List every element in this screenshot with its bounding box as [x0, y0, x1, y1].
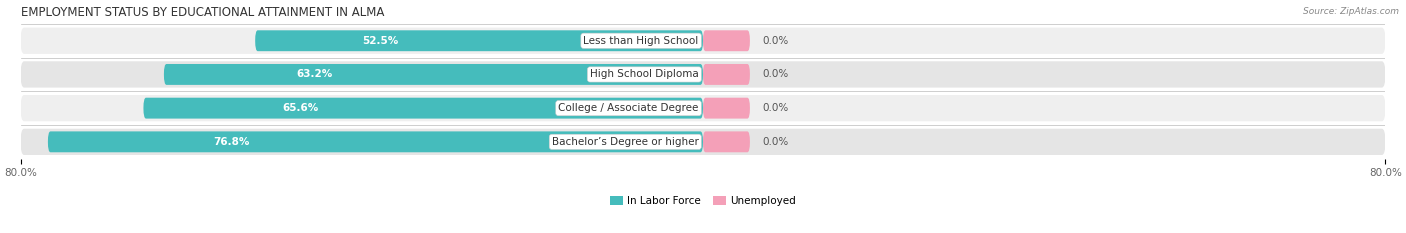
FancyBboxPatch shape: [165, 64, 703, 85]
FancyBboxPatch shape: [703, 30, 749, 51]
Text: Source: ZipAtlas.com: Source: ZipAtlas.com: [1303, 7, 1399, 16]
FancyBboxPatch shape: [703, 131, 749, 152]
FancyBboxPatch shape: [703, 64, 749, 85]
Text: 65.6%: 65.6%: [283, 103, 318, 113]
Legend: In Labor Force, Unemployed: In Labor Force, Unemployed: [606, 192, 800, 210]
Text: Less than High School: Less than High School: [583, 36, 699, 46]
Text: Bachelor’s Degree or higher: Bachelor’s Degree or higher: [553, 137, 699, 147]
Text: High School Diploma: High School Diploma: [591, 69, 699, 79]
FancyBboxPatch shape: [21, 61, 1385, 88]
Text: 0.0%: 0.0%: [762, 103, 789, 113]
FancyBboxPatch shape: [703, 98, 749, 119]
FancyBboxPatch shape: [21, 129, 1385, 155]
FancyBboxPatch shape: [21, 27, 1385, 54]
FancyBboxPatch shape: [48, 131, 703, 152]
Text: 76.8%: 76.8%: [214, 137, 249, 147]
Text: 0.0%: 0.0%: [762, 69, 789, 79]
Text: 0.0%: 0.0%: [762, 36, 789, 46]
FancyBboxPatch shape: [21, 95, 1385, 121]
Text: EMPLOYMENT STATUS BY EDUCATIONAL ATTAINMENT IN ALMA: EMPLOYMENT STATUS BY EDUCATIONAL ATTAINM…: [21, 6, 384, 19]
Text: College / Associate Degree: College / Associate Degree: [558, 103, 699, 113]
FancyBboxPatch shape: [143, 98, 703, 119]
Text: 52.5%: 52.5%: [363, 36, 399, 46]
Text: 63.2%: 63.2%: [297, 69, 333, 79]
Text: 0.0%: 0.0%: [762, 137, 789, 147]
FancyBboxPatch shape: [254, 30, 703, 51]
